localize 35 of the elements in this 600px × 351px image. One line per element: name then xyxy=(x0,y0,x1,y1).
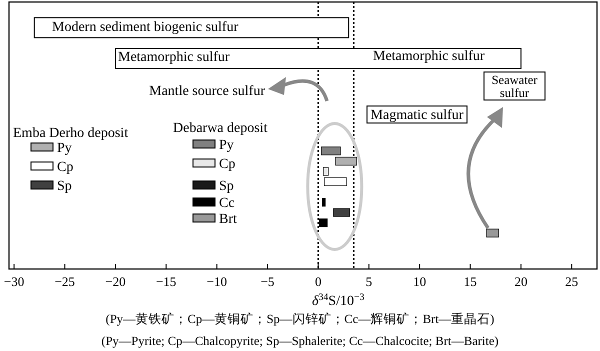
x-tick-label: −30 xyxy=(4,274,24,289)
bar xyxy=(333,208,350,217)
annotation: Sp xyxy=(219,179,234,194)
annotation: Metamorphic sulfur xyxy=(118,50,230,65)
annotation: Py xyxy=(219,138,234,153)
annotation: Seawater sulfur xyxy=(492,73,538,100)
annotation: Py xyxy=(57,141,72,156)
annotation: Sp xyxy=(57,179,72,194)
annotation: Debarwa deposit xyxy=(173,121,268,136)
x-tick-label: 25 xyxy=(565,274,578,289)
x-tick-label: −25 xyxy=(54,274,75,289)
bar xyxy=(320,146,341,156)
annotation: Mantle source sulfur xyxy=(149,84,266,99)
annotation: Emba Derho deposit xyxy=(13,126,128,141)
x-tick-label: −20 xyxy=(105,274,126,289)
text: (Py—黄铁矿；Cp—黄铜矿；Sp—闪锌矿；Cc—辉铜矿；Brt—重晶石) xyxy=(106,312,494,326)
x-tick-label: −5 xyxy=(260,274,274,289)
bar xyxy=(486,228,499,238)
x-tick-label: −10 xyxy=(206,274,227,289)
text: (Py—Pyrite; Cp—Chalcopyrite; Sp—Sphalerite; Cc—Chalcocite; Brt—Barite) xyxy=(101,334,499,348)
annotation: Metamorphic sulfur xyxy=(373,49,485,64)
annotation: Magmatic sulfur xyxy=(370,108,464,123)
annotation: Cp xyxy=(219,157,236,172)
x-tick-label: 15 xyxy=(464,274,477,289)
x-tick-label: 5 xyxy=(366,274,372,289)
annotation: Brt xyxy=(219,212,237,227)
x-tick-label: 0 xyxy=(314,274,322,289)
x-tick-label: 10 xyxy=(413,274,426,289)
annotation: Cc xyxy=(219,196,235,211)
x-tick-label: −15 xyxy=(156,274,176,289)
x-tick-label: 20 xyxy=(514,274,528,289)
annotation: Cp xyxy=(57,160,74,175)
x-axis-title: δ$^{34}$S/10$^{−3}$ xyxy=(312,292,365,309)
annotation: Modern sediment biogenic sulfur xyxy=(52,20,239,35)
bar xyxy=(322,198,326,207)
